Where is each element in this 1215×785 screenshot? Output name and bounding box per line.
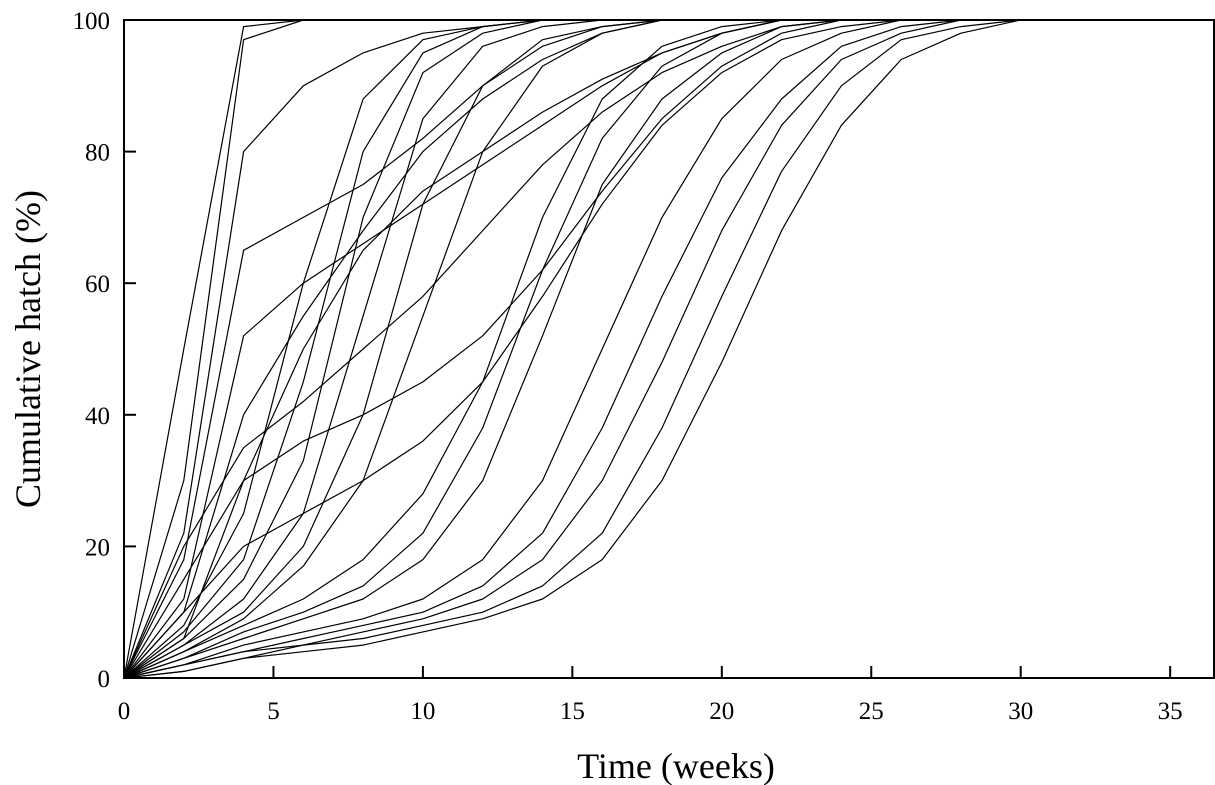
y-tick-label: 40 [85,403,110,430]
y-axis-ticks: 0 20 40 60 80 100 [73,8,136,693]
plot-frame [123,19,1215,679]
series-line-21 [123,19,1201,679]
x-tick-label: 30 [1008,698,1033,725]
x-tick-label: 20 [709,698,734,725]
x-axis-title: Time (weeks) [577,746,775,785]
y-tick-label: 100 [73,8,111,35]
y-tick-label: 20 [85,534,110,561]
x-tick-label: 10 [410,698,435,725]
x-tick-label: 0 [118,698,131,725]
y-tick-label: 60 [85,271,110,298]
x-tick-label: 15 [560,698,585,725]
x-tick-label: 35 [1158,698,1183,725]
x-tick-label: 25 [859,698,884,725]
x-tick-label: 5 [267,698,280,725]
y-tick-label: 80 [85,140,110,167]
y-tick-label: 0 [98,666,111,693]
y-axis-title: Cumulative hatch (%) [8,190,48,508]
series-lines [123,19,1201,679]
x-axis-ticks: 0 5 10 15 20 25 30 35 [118,666,1183,725]
